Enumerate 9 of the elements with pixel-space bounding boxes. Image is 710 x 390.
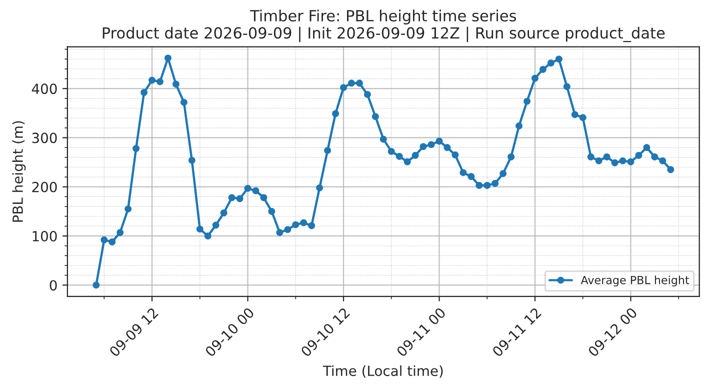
chart-title: Timber Fire: PBL height time series Product date 2026-09-09 | Init 2026-09-09 12Z | Run source product_date: [102, 10, 665, 42]
legend-label: Average PBL height: [580, 276, 690, 286]
y-tick-label: 0: [50, 280, 57, 291]
y-axis-title: PBL height (m): [12, 121, 26, 222]
y-tick-label: 400: [32, 84, 57, 94]
x-axis-title: Time (Local time): [322, 365, 443, 378]
y-tick-label: 200: [32, 182, 57, 192]
y-tick-label: 300: [32, 132, 57, 144]
y-tick-label: 100: [32, 230, 57, 242]
